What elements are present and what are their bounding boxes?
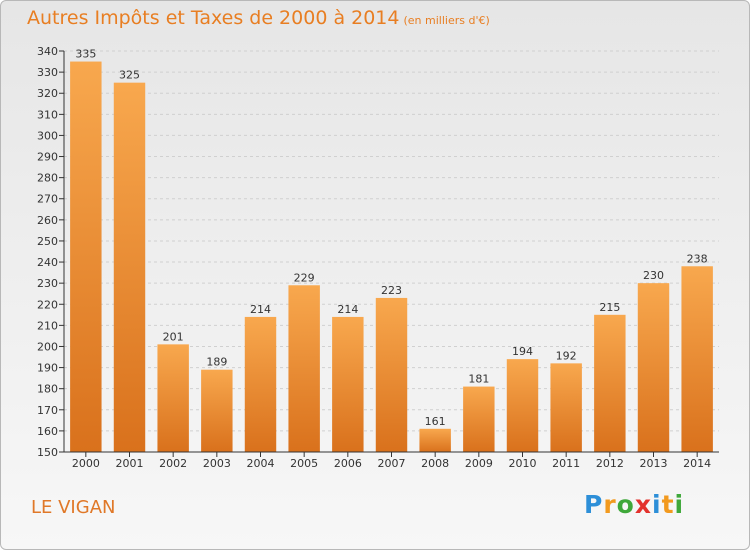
logo-letter: i: [652, 490, 662, 519]
y-tick-label: 220: [37, 298, 58, 311]
proxiti-logo: Proxiti: [584, 490, 684, 519]
data-label: 201: [163, 330, 184, 343]
y-tick-label: 170: [37, 404, 58, 417]
chart-title: Autres Impôts et Taxes de 2000 à 2014 (en…: [27, 7, 490, 29]
data-label: 215: [599, 301, 620, 314]
bar: [594, 314, 626, 452]
x-tick-label: 2006: [334, 457, 362, 470]
bar: [201, 369, 233, 452]
x-tick-label: 2013: [640, 457, 668, 470]
logo-letter: i: [674, 490, 685, 519]
y-tick-label: 230: [37, 277, 58, 290]
y-tick-label: 260: [37, 214, 58, 227]
y-tick-label: 330: [37, 66, 58, 79]
y-tick-label: 270: [37, 193, 58, 206]
bar: [157, 344, 189, 452]
data-label: 229: [294, 271, 315, 284]
bar: [288, 285, 320, 452]
x-tick-label: 2007: [378, 457, 406, 470]
bar: [113, 82, 146, 452]
y-tick-label: 290: [37, 151, 58, 164]
x-tick-label: 2003: [203, 457, 231, 470]
logo-letter: x: [634, 490, 652, 519]
data-label: 335: [75, 48, 96, 61]
y-tick-label: 280: [37, 172, 58, 185]
bar: [463, 386, 495, 452]
y-tick-label: 320: [37, 87, 58, 100]
logo-letter: P: [584, 490, 604, 519]
x-tick-label: 2002: [159, 457, 187, 470]
data-label: 194: [512, 345, 533, 358]
data-label: 325: [119, 69, 140, 82]
y-tick-label: 190: [37, 362, 58, 375]
y-tick-label: 150: [37, 446, 58, 459]
x-tick-label: 2014: [683, 457, 711, 470]
data-label: 192: [556, 349, 577, 362]
x-tick-label: 2004: [247, 457, 275, 470]
y-tick-label: 340: [37, 45, 58, 58]
data-label: 214: [337, 303, 358, 316]
bar: [506, 359, 539, 452]
data-label: 223: [381, 284, 402, 297]
chart-title-text: Autres Impôts et Taxes de 2000 à 2014: [27, 7, 400, 29]
bar: [244, 316, 277, 452]
bar: [375, 297, 408, 452]
axes: [59, 50, 719, 457]
x-tick-label: 2010: [509, 457, 537, 470]
x-tick-label: 2008: [421, 457, 449, 470]
logo-letter: r: [603, 490, 617, 519]
y-tick-label: 310: [37, 108, 58, 121]
y-tick-label: 210: [37, 319, 58, 332]
logo-letter: o: [616, 490, 635, 519]
x-tick-label: 2000: [72, 457, 100, 470]
data-label: 181: [468, 373, 489, 386]
labels: 150 160 170 180 190 200 210 220 230 240 250 260 270 2…: [37, 45, 711, 470]
bar: [681, 266, 713, 452]
y-tick-label: 250: [37, 235, 58, 248]
bar: [419, 428, 451, 452]
data-label: 230: [643, 269, 664, 282]
data-label: 189: [206, 356, 227, 369]
logo-letter: t: [661, 490, 675, 519]
data-label: 161: [425, 415, 446, 428]
data-label: 238: [687, 252, 708, 265]
bar: [550, 363, 582, 452]
x-tick-label: 2009: [465, 457, 493, 470]
y-tick-label: 200: [37, 340, 58, 353]
bar: [70, 61, 102, 452]
bar: [637, 283, 670, 452]
x-tick-label: 2005: [290, 457, 318, 470]
chart-subtitle: (en milliers d'€): [403, 14, 490, 27]
y-tick-label: 160: [37, 425, 58, 438]
x-tick-label: 2001: [116, 457, 144, 470]
y-tick-label: 180: [37, 383, 58, 396]
bars: [70, 61, 713, 452]
y-tick-label: 240: [37, 256, 58, 269]
data-label: 214: [250, 303, 271, 316]
x-tick-label: 2011: [552, 457, 580, 470]
place-name: LE VIGAN: [31, 497, 116, 518]
y-tick-label: 300: [37, 129, 58, 142]
x-tick-label: 2012: [596, 457, 624, 470]
bar: [332, 316, 364, 452]
